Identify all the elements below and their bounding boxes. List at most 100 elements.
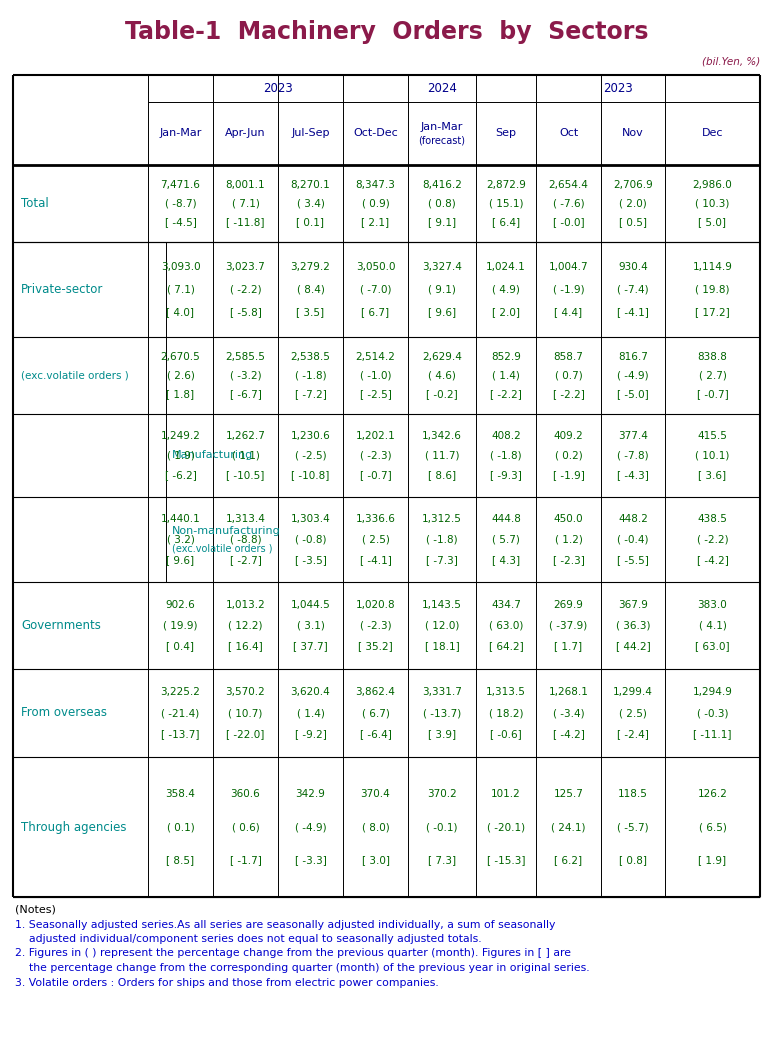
Text: [ -11.1]: [ -11.1] [693,729,732,739]
Text: 8,347.3: 8,347.3 [356,180,396,190]
Text: [ -2.7]: [ -2.7] [230,555,261,565]
Text: ( 19.8): ( 19.8) [695,284,730,295]
Text: ( -0.1): ( -0.1) [426,822,458,832]
Text: 448.2: 448.2 [618,514,648,525]
Text: [ 64.2]: [ 64.2] [489,641,523,651]
Text: [ -2.3]: [ -2.3] [553,555,584,565]
Text: [ -0.0]: [ -0.0] [553,217,584,227]
Text: 2,872.9: 2,872.9 [486,180,526,190]
Text: [ -4.5]: [ -4.5] [165,217,196,227]
Text: ( -4.9): ( -4.9) [617,370,649,381]
Text: Apr-Jun: Apr-Jun [225,129,266,139]
Text: [ 4.3]: [ 4.3] [492,555,520,565]
Text: 2,629.4: 2,629.4 [422,353,462,362]
Text: [ 37.7]: [ 37.7] [293,641,328,651]
Text: 1,202.1: 1,202.1 [356,430,395,441]
Text: [ 1.7]: [ 1.7] [554,641,583,651]
Text: ( 19.9): ( 19.9) [163,620,198,630]
Text: ( -2.2): ( -2.2) [696,534,728,544]
Text: Oct-Dec: Oct-Dec [353,129,398,139]
Text: 3,050.0: 3,050.0 [356,262,395,272]
Text: Jan-Mar: Jan-Mar [159,129,202,139]
Text: [ -10.8]: [ -10.8] [291,470,330,480]
Text: [ -2.5]: [ -2.5] [359,389,391,399]
Text: ( 1.4): ( 1.4) [492,370,520,381]
Text: ( 0.7): ( 0.7) [554,370,582,381]
Text: 1,020.8: 1,020.8 [356,599,395,610]
Text: 1,336.6: 1,336.6 [356,514,396,525]
Text: Sep: Sep [495,129,516,139]
Text: Governments: Governments [21,619,100,632]
Text: ( -4.9): ( -4.9) [295,822,326,832]
Text: (Notes): (Notes) [15,905,56,915]
Text: 118.5: 118.5 [618,789,648,798]
Text: ( -2.3): ( -2.3) [359,450,391,460]
Text: 367.9: 367.9 [618,599,648,610]
Text: 438.5: 438.5 [697,514,727,525]
Text: 858.7: 858.7 [553,353,584,362]
Text: Jan-Mar: Jan-Mar [421,121,463,132]
Text: 2,585.5: 2,585.5 [226,353,265,362]
Text: 1,114.9: 1,114.9 [693,262,733,272]
Text: ( -2.5): ( -2.5) [295,450,326,460]
Text: 1,268.1: 1,268.1 [549,688,588,697]
Text: 1,440.1: 1,440.1 [161,514,200,525]
Text: ( 11.7): ( 11.7) [424,450,459,460]
Text: Total: Total [21,197,49,211]
Text: ( -37.9): ( -37.9) [550,620,587,630]
Text: [ -2.2]: [ -2.2] [553,389,584,399]
Text: [ -5.8]: [ -5.8] [230,307,261,317]
Text: ( 5.7): ( 5.7) [492,534,520,544]
Text: ( 12.0): ( 12.0) [425,620,459,630]
Text: [ 8.5]: [ 8.5] [166,856,195,865]
Text: Jul-Sep: Jul-Sep [291,129,330,139]
Text: 1,342.6: 1,342.6 [422,430,462,441]
Text: ( 1.4): ( 1.4) [297,708,325,718]
Text: [ -3.3]: [ -3.3] [295,856,326,865]
Text: [ 0.1]: [ 0.1] [297,217,325,227]
Text: [ -2.4]: [ -2.4] [617,729,649,739]
Text: 3,570.2: 3,570.2 [226,688,265,697]
Text: ( 9.1): ( 9.1) [428,284,456,295]
Text: [ -6.4]: [ -6.4] [359,729,391,739]
Text: [ 1.8]: [ 1.8] [166,389,195,399]
Text: [ 6.7]: [ 6.7] [362,307,390,317]
Text: 444.8: 444.8 [491,514,521,525]
Text: 7,471.6: 7,471.6 [161,180,200,190]
Text: ( 6.5): ( 6.5) [699,822,727,832]
Text: [ -0.7]: [ -0.7] [696,389,728,399]
Text: 3,862.4: 3,862.4 [356,688,396,697]
Text: 2023: 2023 [263,82,293,95]
Text: ( -7.4): ( -7.4) [617,284,649,295]
Text: [ -1.7]: [ -1.7] [230,856,261,865]
Text: 370.4: 370.4 [361,789,390,798]
Text: ( 4.1): ( 4.1) [699,620,727,630]
Text: [ 2.1]: [ 2.1] [362,217,390,227]
Text: [ 0.8]: [ 0.8] [619,856,647,865]
Text: From overseas: From overseas [21,706,107,720]
Text: ( 18.2): ( 18.2) [489,708,523,718]
Text: 1,230.6: 1,230.6 [291,430,330,441]
Text: (bil.Yen, %): (bil.Yen, %) [702,57,760,67]
Text: [ -22.0]: [ -22.0] [226,729,264,739]
Text: 3,279.2: 3,279.2 [291,262,330,272]
Text: ( -1.8): ( -1.8) [426,534,458,544]
Text: 1,044.5: 1,044.5 [291,599,330,610]
Text: ( -1.8): ( -1.8) [295,370,326,381]
Text: [ -2.2]: [ -2.2] [490,389,522,399]
Text: [ -6.2]: [ -6.2] [165,470,196,480]
Text: [ -1.9]: [ -1.9] [553,470,584,480]
Text: 3,225.2: 3,225.2 [161,688,200,697]
Text: 1,299.4: 1,299.4 [613,688,653,697]
Text: 838.8: 838.8 [697,353,727,362]
Text: ( -8.8): ( -8.8) [230,534,261,544]
Text: [ -11.8]: [ -11.8] [226,217,264,227]
Text: (exc.volatile orders ): (exc.volatile orders ) [172,543,273,554]
Text: [ 0.5]: [ 0.5] [619,217,647,227]
Text: [ 2.0]: [ 2.0] [492,307,520,317]
Text: 3. Volatile orders : Orders for ships and those from electric power companies.: 3. Volatile orders : Orders for ships an… [15,978,439,987]
Text: 1,143.5: 1,143.5 [422,599,462,610]
Text: [ 9.6]: [ 9.6] [428,307,456,317]
Text: 2. Figures in ( ) represent the percentage change from the previous quarter (mon: 2. Figures in ( ) represent the percenta… [15,949,571,958]
Text: [ 0.4]: [ 0.4] [166,641,195,651]
